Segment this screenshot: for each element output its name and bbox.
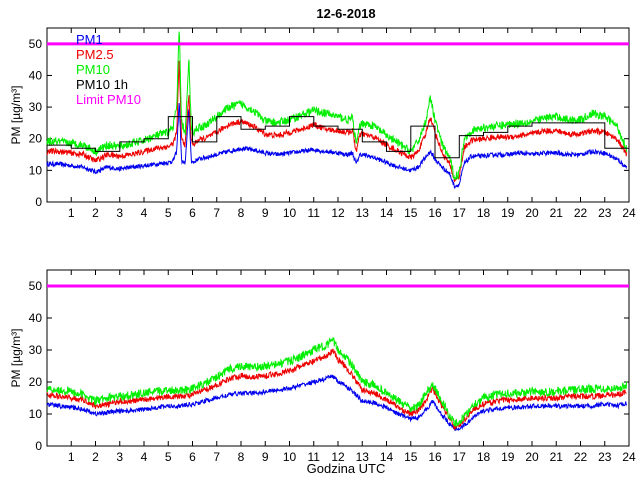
x-tick-label: 21 bbox=[550, 450, 564, 464]
y-tick-label: 10 bbox=[29, 163, 43, 177]
y-tick-label: 20 bbox=[29, 375, 43, 389]
x-tick-label: 2 bbox=[92, 450, 99, 464]
x-tick-label: 16 bbox=[428, 450, 442, 464]
x-tick-label: 4 bbox=[141, 206, 148, 220]
legend-item-pm25: PM2.5 bbox=[76, 47, 114, 62]
x-tick-label: 19 bbox=[501, 450, 515, 464]
x-tick-label: 14 bbox=[380, 450, 394, 464]
x-tick-label: 17 bbox=[453, 206, 467, 220]
x-tick-label: 20 bbox=[525, 206, 539, 220]
x-tick-label: 10 bbox=[283, 206, 297, 220]
y-axis-label: PM [µg/m³] bbox=[9, 86, 23, 145]
y-tick-label: 30 bbox=[29, 343, 43, 357]
x-tick-label: 2 bbox=[92, 206, 99, 220]
x-tick-label: 6 bbox=[189, 206, 196, 220]
y-tick-label: 0 bbox=[35, 195, 42, 209]
legend-item-limit-pm10: Limit PM10 bbox=[76, 92, 141, 107]
x-tick-label: 7 bbox=[213, 450, 220, 464]
x-tick-label: 10 bbox=[283, 450, 297, 464]
x-tick-label: 19 bbox=[501, 206, 515, 220]
x-tick-label: 21 bbox=[550, 206, 564, 220]
legend-item-pm10-1h: PM10 1h bbox=[76, 77, 128, 92]
y-tick-label: 50 bbox=[29, 37, 43, 51]
y-tick-label: 40 bbox=[29, 311, 43, 325]
x-tick-label: 13 bbox=[356, 450, 370, 464]
series-pm25-line bbox=[46, 348, 627, 431]
x-tick-label: 18 bbox=[477, 206, 491, 220]
x-tick-label: 12 bbox=[331, 206, 345, 220]
y-tick-label: 10 bbox=[29, 407, 43, 421]
x-tick-label: 23 bbox=[598, 206, 612, 220]
y-axis-label: PM [µg/m³] bbox=[9, 329, 23, 388]
x-tick-label: 1 bbox=[68, 206, 75, 220]
legend-item-pm10: PM10 bbox=[76, 62, 110, 77]
figure-title: 12-6-2018 bbox=[316, 6, 375, 21]
y-tick-label: 0 bbox=[35, 439, 42, 453]
series-pm10-1h-line bbox=[47, 116, 629, 159]
x-tick-label: 8 bbox=[238, 206, 245, 220]
x-tick-label: 15 bbox=[404, 450, 418, 464]
x-tick-label: 16 bbox=[428, 206, 442, 220]
x-tick-label: 23 bbox=[598, 450, 612, 464]
series-pm1-line bbox=[46, 374, 628, 432]
y-tick-label: 50 bbox=[29, 279, 43, 293]
x-tick-label: 3 bbox=[116, 450, 123, 464]
x-tick-label: 5 bbox=[165, 450, 172, 464]
x-tick-label: 20 bbox=[525, 450, 539, 464]
x-tick-label: 3 bbox=[116, 206, 123, 220]
x-tick-label: 14 bbox=[380, 206, 394, 220]
x-tick-label: 5 bbox=[165, 206, 172, 220]
x-tick-label: 1 bbox=[68, 450, 75, 464]
x-tick-label: 11 bbox=[308, 206, 321, 220]
x-tick-label: 8 bbox=[238, 450, 245, 464]
legend-item-pm1: PM1 bbox=[76, 32, 103, 47]
x-tick-label: 18 bbox=[477, 450, 491, 464]
x-tick-label: 9 bbox=[262, 450, 269, 464]
x-tick-label: 22 bbox=[574, 206, 588, 220]
x-tick-label: 15 bbox=[404, 206, 418, 220]
x-tick-label: 22 bbox=[574, 450, 588, 464]
x-tick-label: 17 bbox=[453, 450, 467, 464]
series-pm10-line bbox=[46, 336, 628, 427]
x-tick-label: 13 bbox=[356, 206, 370, 220]
x-tick-label: 9 bbox=[262, 206, 269, 220]
x-tick-label: 6 bbox=[189, 450, 196, 464]
x-axis-label: Godzina UTC bbox=[307, 461, 386, 476]
x-tick-label: 4 bbox=[141, 450, 148, 464]
x-tick-label: 24 bbox=[622, 206, 636, 220]
series-pm25-line bbox=[46, 60, 628, 183]
x-tick-label: 12 bbox=[331, 450, 345, 464]
y-tick-label: 20 bbox=[29, 132, 43, 146]
y-tick-label: 30 bbox=[29, 100, 43, 114]
series-pm10-line bbox=[46, 31, 628, 181]
x-tick-label: 7 bbox=[213, 206, 220, 220]
series-pm1-line bbox=[46, 102, 628, 189]
y-tick-label: 40 bbox=[29, 68, 43, 82]
x-tick-label: 24 bbox=[622, 450, 636, 464]
x-tick-label: 11 bbox=[308, 450, 321, 464]
